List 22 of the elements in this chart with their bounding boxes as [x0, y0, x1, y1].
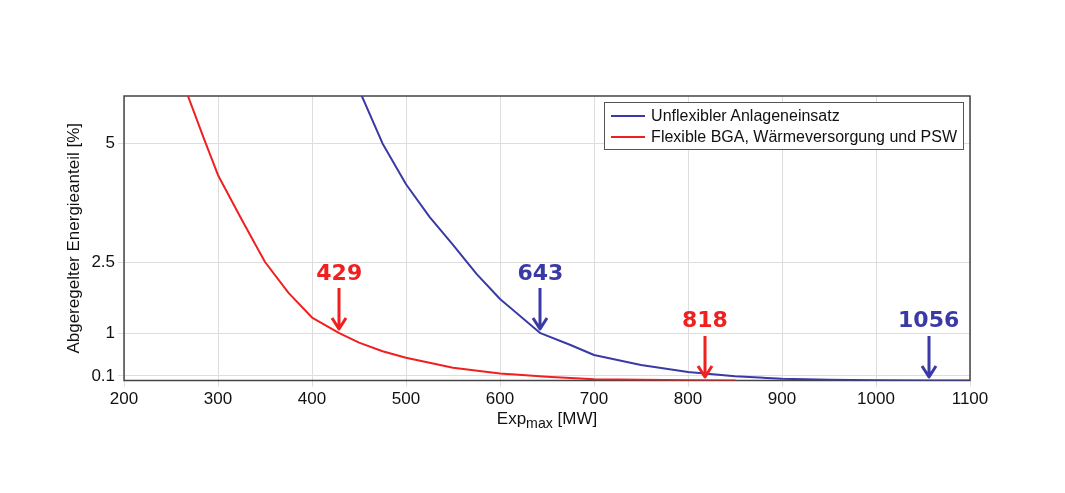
- legend-label: Flexible BGA, Wärmeversorgung und PSW: [651, 127, 957, 146]
- x-tick-label: 200: [109, 389, 139, 409]
- legend-label: Unflexibler Anlageneinsatz: [651, 106, 840, 125]
- y-tick-label: 1: [105, 322, 116, 342]
- annotation: 643: [517, 259, 564, 285]
- y-tick-label: 0.1: [91, 365, 116, 385]
- y-tick-label: 2.5: [91, 251, 116, 271]
- x-tick-label: 700: [579, 389, 609, 409]
- y-axis-title: Abgeregelter Energieanteil [%]: [63, 123, 83, 354]
- x-tick-label: 800: [673, 389, 703, 409]
- annotation: 1056: [898, 307, 960, 333]
- x-tick-label: 900: [767, 389, 797, 409]
- annotation: 818: [681, 307, 728, 333]
- x-tick-label: 1100: [951, 389, 989, 409]
- annotation: 429: [316, 259, 363, 285]
- x-tick-label: 500: [391, 389, 421, 409]
- y-tick-label: 5: [105, 133, 116, 153]
- x-axis-title: Exp$_{max}$ [MW]: [496, 408, 598, 431]
- x-tick-label: 300: [203, 389, 233, 409]
- x-tick-label: 400: [297, 389, 327, 409]
- x-tick-label: 600: [485, 389, 515, 409]
- x-tick-label: 1000: [857, 389, 895, 409]
